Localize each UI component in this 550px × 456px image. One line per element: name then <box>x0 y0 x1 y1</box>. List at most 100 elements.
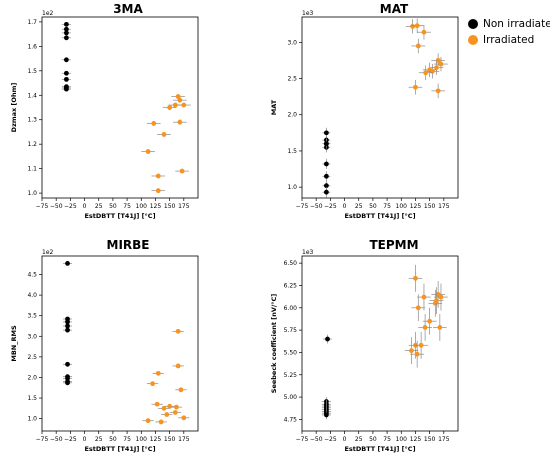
data-point <box>181 415 187 421</box>
data-point <box>435 58 441 63</box>
y-tick-label: 1.0 <box>27 416 37 423</box>
legend: Non irradiated Irradiated <box>468 16 550 48</box>
data-point <box>175 363 181 369</box>
data-point <box>145 418 151 424</box>
x-tick-label: 150 <box>164 203 176 210</box>
plot-frame <box>41 255 199 432</box>
x-tick-label: 0 <box>343 203 347 210</box>
x-axis-label: EstDBTT [T41J] [°C] <box>84 445 155 453</box>
x-tick-label: −75 <box>296 203 309 210</box>
y-multiplier: 1e3 <box>302 10 314 17</box>
data-point <box>65 327 70 333</box>
x-tick-label: 150 <box>424 203 436 210</box>
data-point <box>438 294 444 300</box>
data-point <box>167 105 173 110</box>
x-tick-label: 50 <box>109 203 117 210</box>
x-tick-label: 175 <box>178 436 190 443</box>
y-tick-label: 6.00 <box>284 305 298 312</box>
y-tick-label: 1.5 <box>27 68 37 75</box>
y-tick-label: 2.0 <box>287 112 297 119</box>
data-point <box>435 88 441 94</box>
data-point <box>65 380 70 386</box>
y-multiplier: 1e2 <box>42 249 54 256</box>
series-irradiated <box>142 328 190 425</box>
x-tick-label: −75 <box>36 203 49 210</box>
x-tick-label: −50 <box>310 436 323 443</box>
data-point <box>65 261 70 266</box>
x-tick-label: −25 <box>324 436 337 443</box>
x-tick-label: 75 <box>123 203 131 210</box>
y-tick-label: 3.0 <box>287 39 297 46</box>
x-tick-label: 25 <box>355 203 363 210</box>
data-point <box>421 294 427 300</box>
data-point <box>325 336 330 342</box>
legend-marker-non-irradiated <box>468 19 478 29</box>
data-point <box>323 412 329 418</box>
data-point <box>410 24 416 29</box>
data-point <box>409 348 414 354</box>
data-point <box>65 323 70 329</box>
y-tick-label: 4.0 <box>27 292 37 299</box>
y-tick-label: 6.50 <box>284 260 298 267</box>
x-tick-label: 25 <box>95 203 103 210</box>
x-tick-label: −50 <box>310 203 323 210</box>
data-point <box>145 149 151 154</box>
x-tick-label: 150 <box>424 436 436 443</box>
y-axis-label: Dzmax [Ohm] <box>10 83 18 133</box>
y-multiplier: 1e2 <box>42 10 54 17</box>
legend-marker-irradiated <box>468 35 478 45</box>
data-point <box>167 403 173 409</box>
x-tick-label: −75 <box>296 436 309 443</box>
data-point <box>179 168 185 174</box>
panel-tepmm: TEPMM 1e3 −75 −50 −25 0 25 50 75 100 125 150 175 4.75… <box>270 238 459 453</box>
panel-mat: MAT 1e3 −75 −50 −25 0 25 50 75 100 125 150 175 1.0 1.5… <box>270 2 459 220</box>
panel-title: TEPMM <box>369 238 418 252</box>
data-point <box>155 370 161 376</box>
plot-frame <box>41 16 199 199</box>
y-axis-label: MBN_RMS <box>10 325 18 362</box>
x-tick-label: 50 <box>109 436 117 443</box>
y-tick-label: 1.6 <box>27 43 37 50</box>
data-point <box>434 65 439 71</box>
y-tick-label: 2.0 <box>27 374 37 381</box>
data-point <box>323 141 329 147</box>
plot-frame <box>301 16 459 199</box>
x-tick-label: −75 <box>36 436 49 443</box>
x-tick-label: 125 <box>410 436 422 443</box>
data-point <box>65 375 70 381</box>
x-tick-label: 150 <box>164 436 176 443</box>
y-tick-label: 1.1 <box>27 166 37 173</box>
x-tick-label: 100 <box>136 203 148 210</box>
x-tick-label: 25 <box>355 436 363 443</box>
data-point <box>323 173 329 179</box>
x-tick-label: 50 <box>369 436 377 443</box>
y-tick-label: 5.25 <box>284 372 298 379</box>
y-tick-label: 5.00 <box>284 394 298 401</box>
y-tick-label: 5.50 <box>284 349 298 356</box>
series-non-irradiated <box>322 127 331 198</box>
legend-item-non-irradiated: Non irradiated <box>468 16 550 32</box>
data-point <box>175 94 181 99</box>
series-irradiated <box>405 18 448 99</box>
y-tick-label: 3.0 <box>27 333 37 340</box>
panel-3ma: 3MA 1e2 −75 −50 −25 0 25 50 75 100 125 150 175 1.0 1.1… <box>10 2 199 220</box>
x-tick-label: 125 <box>150 203 162 210</box>
x-tick-label: 100 <box>396 203 408 210</box>
y-tick-label: 1.2 <box>27 141 37 148</box>
plot-frame <box>301 255 459 432</box>
data-point <box>172 410 178 415</box>
y-tick-label: 4.5 <box>27 272 37 279</box>
data-point <box>63 57 69 63</box>
data-point <box>63 30 69 36</box>
data-point <box>155 188 161 194</box>
data-point <box>323 130 329 136</box>
x-tick-label: −25 <box>64 203 77 210</box>
data-point <box>323 183 329 189</box>
y-tick-label: 6.25 <box>284 282 298 289</box>
y-tick-label: 5.75 <box>284 327 298 334</box>
x-tick-label: 75 <box>123 436 131 443</box>
x-tick-label: 0 <box>83 203 87 210</box>
data-point <box>177 97 183 103</box>
data-point <box>415 305 421 311</box>
